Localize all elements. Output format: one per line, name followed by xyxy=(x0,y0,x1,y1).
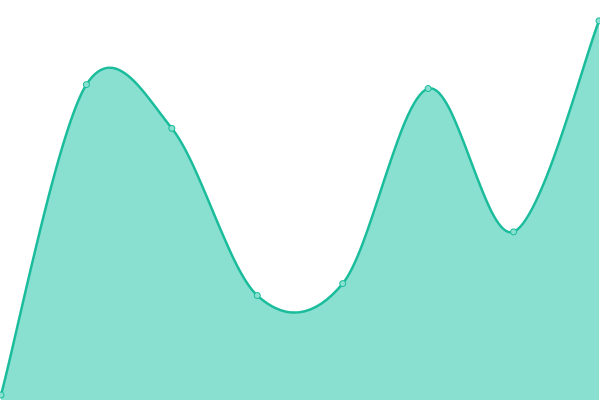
point xyxy=(339,280,347,288)
point xyxy=(82,81,90,89)
point xyxy=(424,85,432,93)
point xyxy=(595,17,600,25)
point xyxy=(253,292,261,300)
area xyxy=(1,20,599,400)
point xyxy=(510,228,518,236)
point xyxy=(168,124,176,132)
point xyxy=(0,391,5,399)
